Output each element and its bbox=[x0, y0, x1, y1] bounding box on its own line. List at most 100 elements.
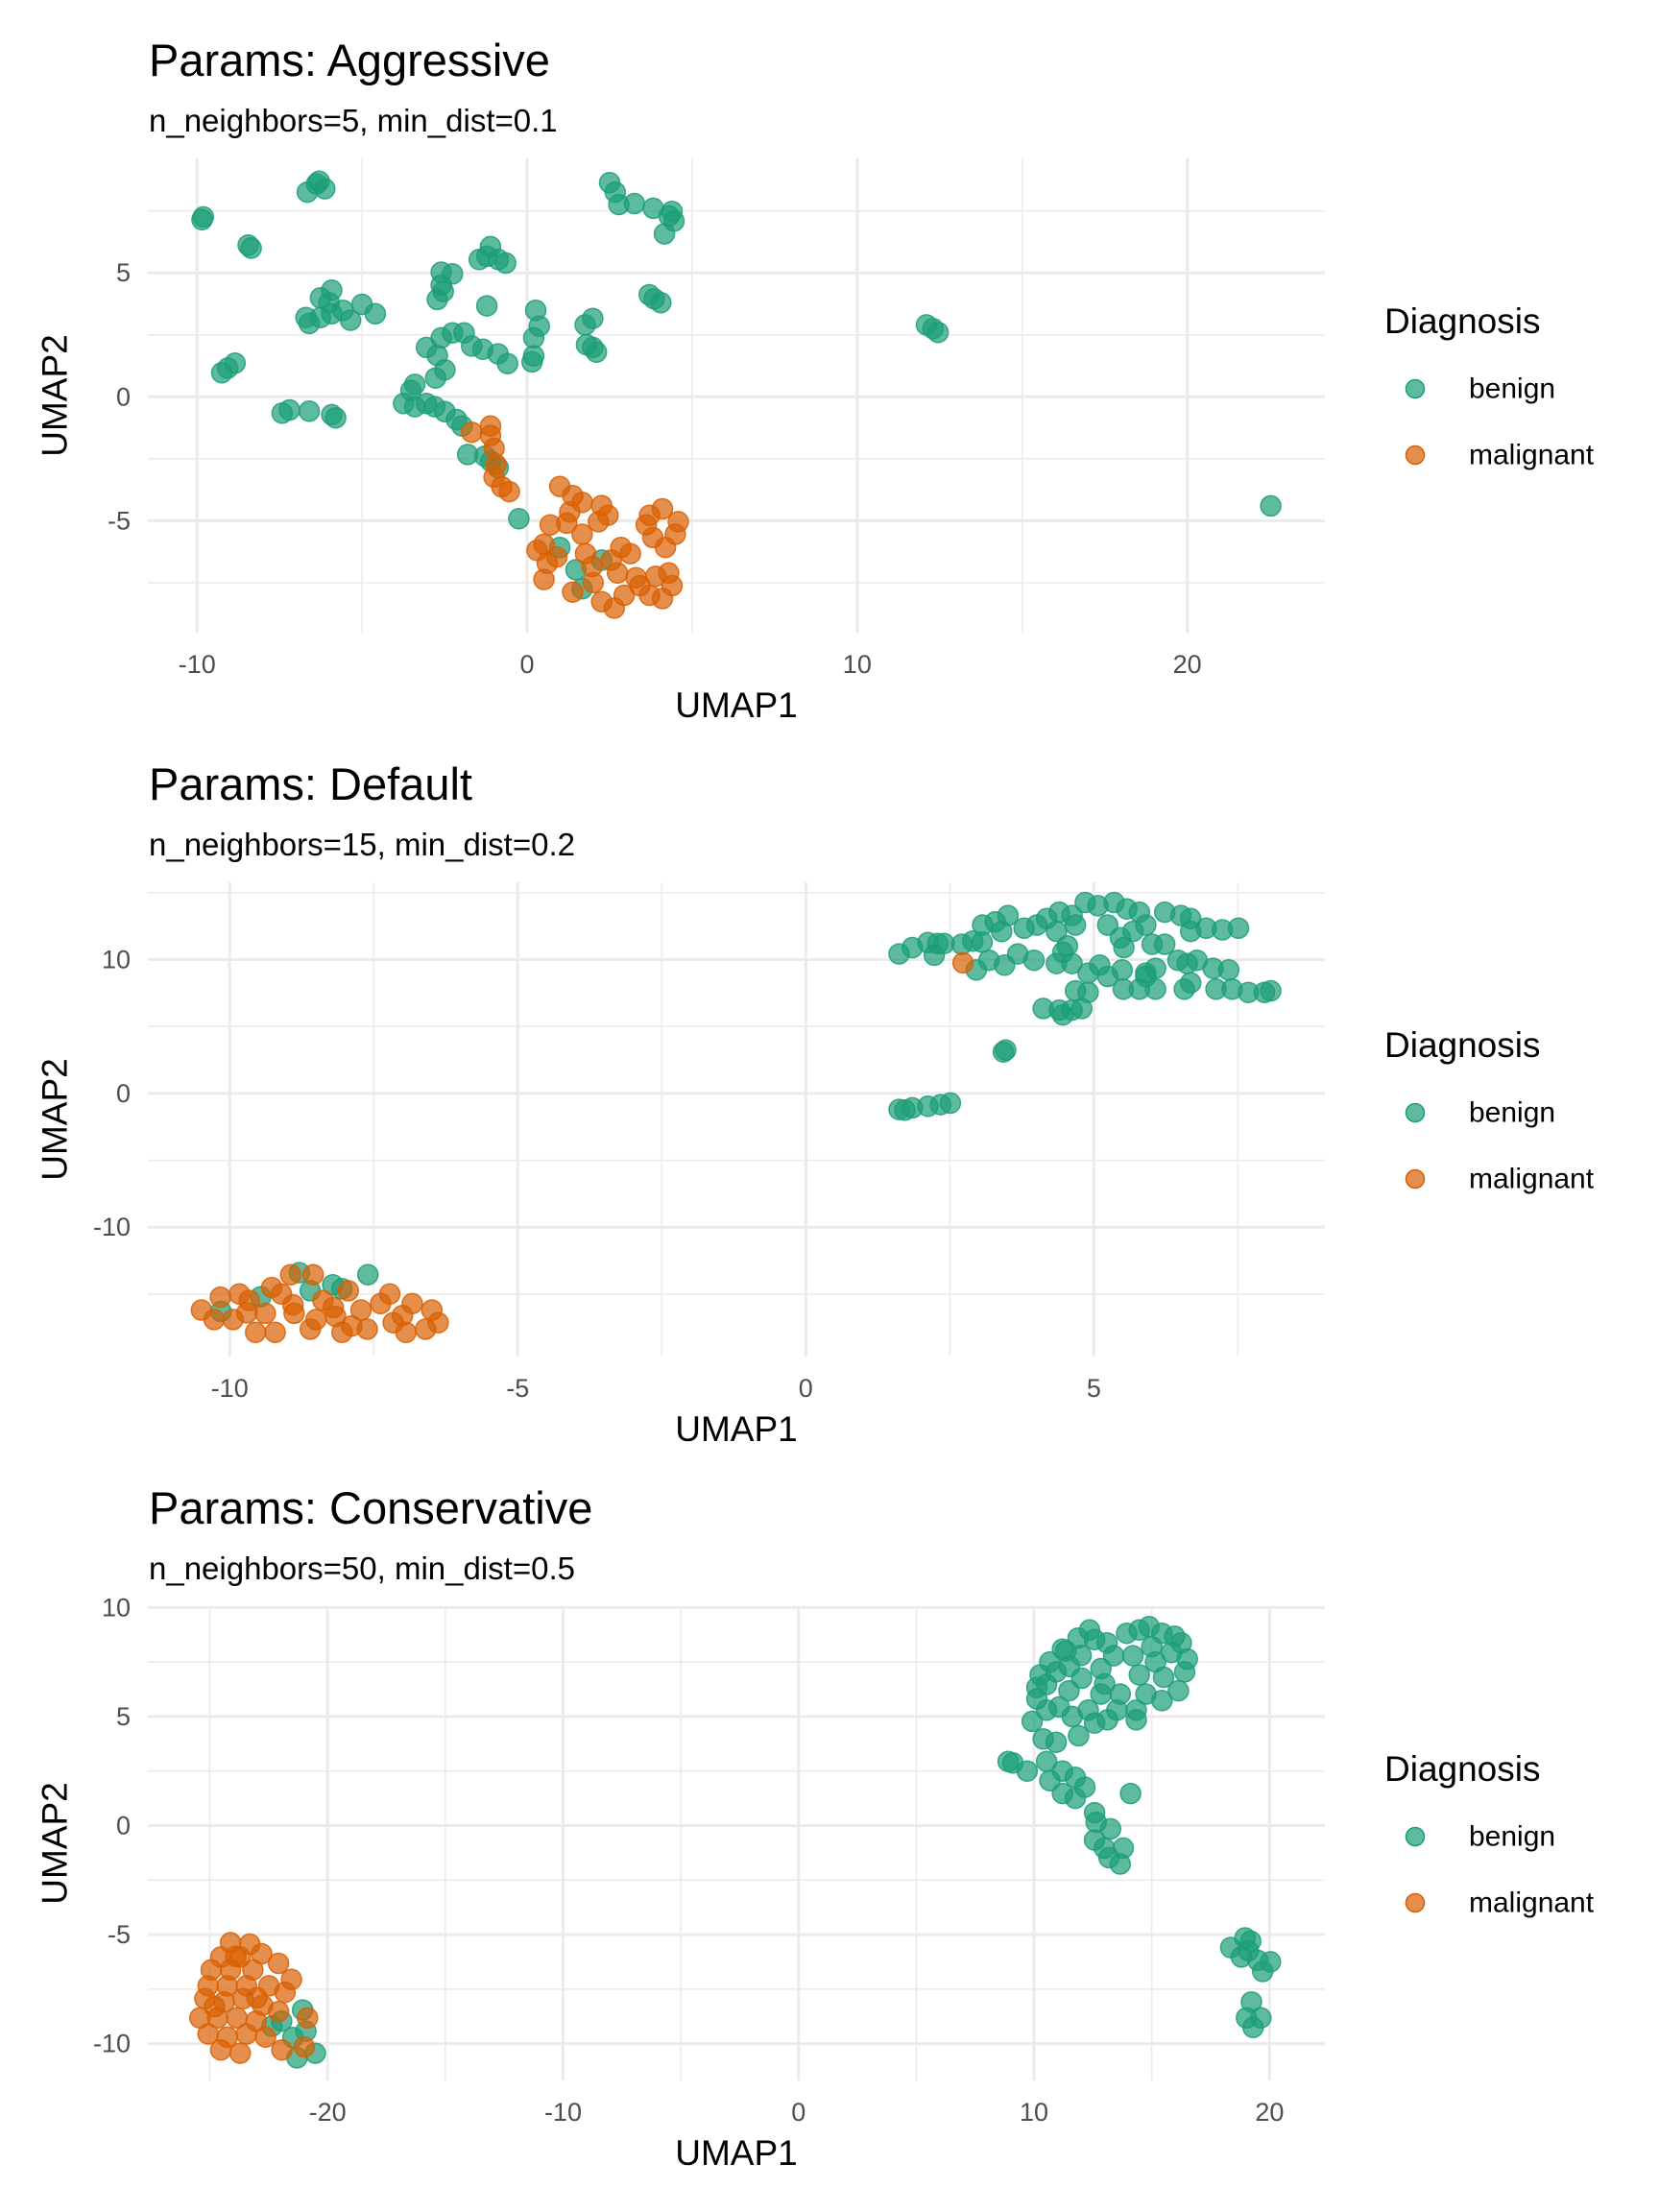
panel-3: Params: Conservative n_neighbors=50, min_… bbox=[36, 1482, 1595, 2173]
y-tick-label: 10 bbox=[102, 1593, 131, 1622]
point-benign bbox=[1016, 1760, 1039, 1782]
y-tick-label: 5 bbox=[116, 258, 131, 287]
point-malignant bbox=[651, 497, 674, 520]
point-malignant bbox=[378, 1283, 401, 1306]
gridlines bbox=[148, 882, 1325, 1357]
point-benign bbox=[468, 249, 491, 271]
point-benign bbox=[933, 932, 955, 955]
point-malignant bbox=[533, 568, 555, 590]
legend-label: benign bbox=[1469, 1821, 1555, 1853]
point-malignant bbox=[391, 1304, 414, 1327]
point-benign bbox=[1217, 959, 1240, 981]
point-benign bbox=[1094, 1672, 1116, 1695]
point-benign bbox=[1113, 936, 1135, 959]
point-malignant bbox=[582, 571, 605, 594]
point-benign bbox=[1039, 1769, 1061, 1791]
point-malignant bbox=[281, 1293, 304, 1316]
x-axis-title: UMAP1 bbox=[675, 1409, 797, 1449]
point-malignant bbox=[556, 512, 578, 535]
legend-title: Diagnosis bbox=[1384, 1749, 1540, 1789]
y-axis-title: UMAP2 bbox=[36, 1782, 75, 1904]
point-benign bbox=[522, 345, 545, 367]
x-tick-label: 5 bbox=[1087, 1374, 1101, 1403]
point-benign bbox=[1152, 1666, 1175, 1689]
legend-label: malignant bbox=[1469, 440, 1595, 471]
y-tick-label: 0 bbox=[116, 382, 131, 411]
x-tick-label: -10 bbox=[211, 1374, 249, 1403]
point-malignant bbox=[225, 1945, 247, 1968]
x-tick-label: 10 bbox=[1020, 2098, 1048, 2127]
point-benign bbox=[1238, 1939, 1260, 1962]
gridlines bbox=[148, 158, 1325, 633]
point-benign bbox=[582, 307, 604, 329]
y-tick-label: 0 bbox=[116, 1079, 131, 1108]
point-benign bbox=[496, 352, 518, 374]
point-malignant bbox=[293, 2035, 316, 2058]
point-benign bbox=[1161, 1641, 1183, 1664]
point-benign bbox=[298, 400, 321, 422]
point-malignant bbox=[301, 1263, 325, 1286]
x-tick-label: 10 bbox=[843, 650, 872, 679]
point-benign bbox=[191, 208, 213, 231]
point-malignant bbox=[203, 1309, 226, 1331]
x-tick-label: 0 bbox=[520, 650, 535, 679]
point-benign bbox=[1135, 965, 1157, 988]
point-malignant bbox=[951, 951, 974, 974]
point-benign bbox=[318, 291, 340, 314]
scatter-points bbox=[190, 891, 1282, 1344]
x-tick-label: -20 bbox=[309, 2098, 347, 2127]
point-malignant bbox=[267, 1952, 290, 1975]
x-tick-label: -10 bbox=[544, 2098, 582, 2127]
point-benign bbox=[1064, 1787, 1087, 1810]
panel-title: Params: Aggressive bbox=[149, 35, 550, 85]
legend-title: Diagnosis bbox=[1384, 301, 1540, 341]
point-malignant bbox=[267, 2000, 290, 2023]
legend-key-malignant bbox=[1405, 445, 1426, 466]
legend-key-malignant bbox=[1405, 1892, 1426, 1913]
point-benign bbox=[356, 1263, 379, 1286]
x-tick-label: 0 bbox=[799, 1374, 813, 1403]
point-benign bbox=[1119, 1782, 1142, 1805]
x-tick-label: 20 bbox=[1255, 2098, 1284, 2127]
panel-subtitle: n_neighbors=50, min_dist=0.5 bbox=[149, 1551, 575, 1586]
point-benign bbox=[991, 921, 1013, 943]
point-benign bbox=[1099, 1817, 1122, 1840]
point-malignant bbox=[349, 1299, 373, 1321]
point-benign bbox=[1227, 917, 1250, 940]
point-benign bbox=[1153, 933, 1176, 955]
point-malignant bbox=[635, 514, 658, 536]
point-malignant bbox=[235, 1302, 258, 1324]
point-benign bbox=[623, 192, 646, 215]
point-malignant bbox=[228, 1283, 251, 1306]
point-benign bbox=[1096, 914, 1119, 936]
point-benign bbox=[643, 288, 665, 310]
point-benign bbox=[475, 295, 498, 317]
legend-label: malignant bbox=[1469, 1164, 1595, 1195]
legend-item-malignant: malignant bbox=[1405, 1164, 1595, 1195]
point-benign bbox=[1125, 1709, 1147, 1731]
panel-1: Params: Aggressive n_neighbors=5, min_dis… bbox=[36, 35, 1595, 725]
point-benign bbox=[278, 398, 301, 421]
legend: Diagnosis benign malignant bbox=[1384, 1025, 1595, 1195]
legend-item-malignant: malignant bbox=[1405, 440, 1595, 471]
point-malignant bbox=[228, 2042, 252, 2064]
point-malignant bbox=[427, 1311, 449, 1334]
x-tick-label: 0 bbox=[791, 2098, 805, 2127]
point-benign bbox=[1021, 1710, 1044, 1733]
point-benign bbox=[1111, 959, 1134, 981]
y-tick-label: 0 bbox=[116, 1811, 131, 1839]
point-malignant bbox=[526, 540, 548, 562]
point-malignant bbox=[274, 1981, 297, 2004]
y-tick-label: -5 bbox=[108, 1920, 131, 1949]
legend-key-malignant bbox=[1405, 1168, 1426, 1190]
point-benign bbox=[658, 204, 681, 228]
point-malignant bbox=[209, 1286, 231, 1309]
point-benign bbox=[653, 223, 676, 245]
point-benign bbox=[1056, 934, 1079, 957]
legend-key-benign bbox=[1405, 1102, 1426, 1123]
point-benign bbox=[1241, 2016, 1264, 2039]
point-benign bbox=[522, 326, 545, 349]
point-benign bbox=[1173, 1661, 1196, 1683]
panel-title: Params: Default bbox=[149, 758, 472, 809]
